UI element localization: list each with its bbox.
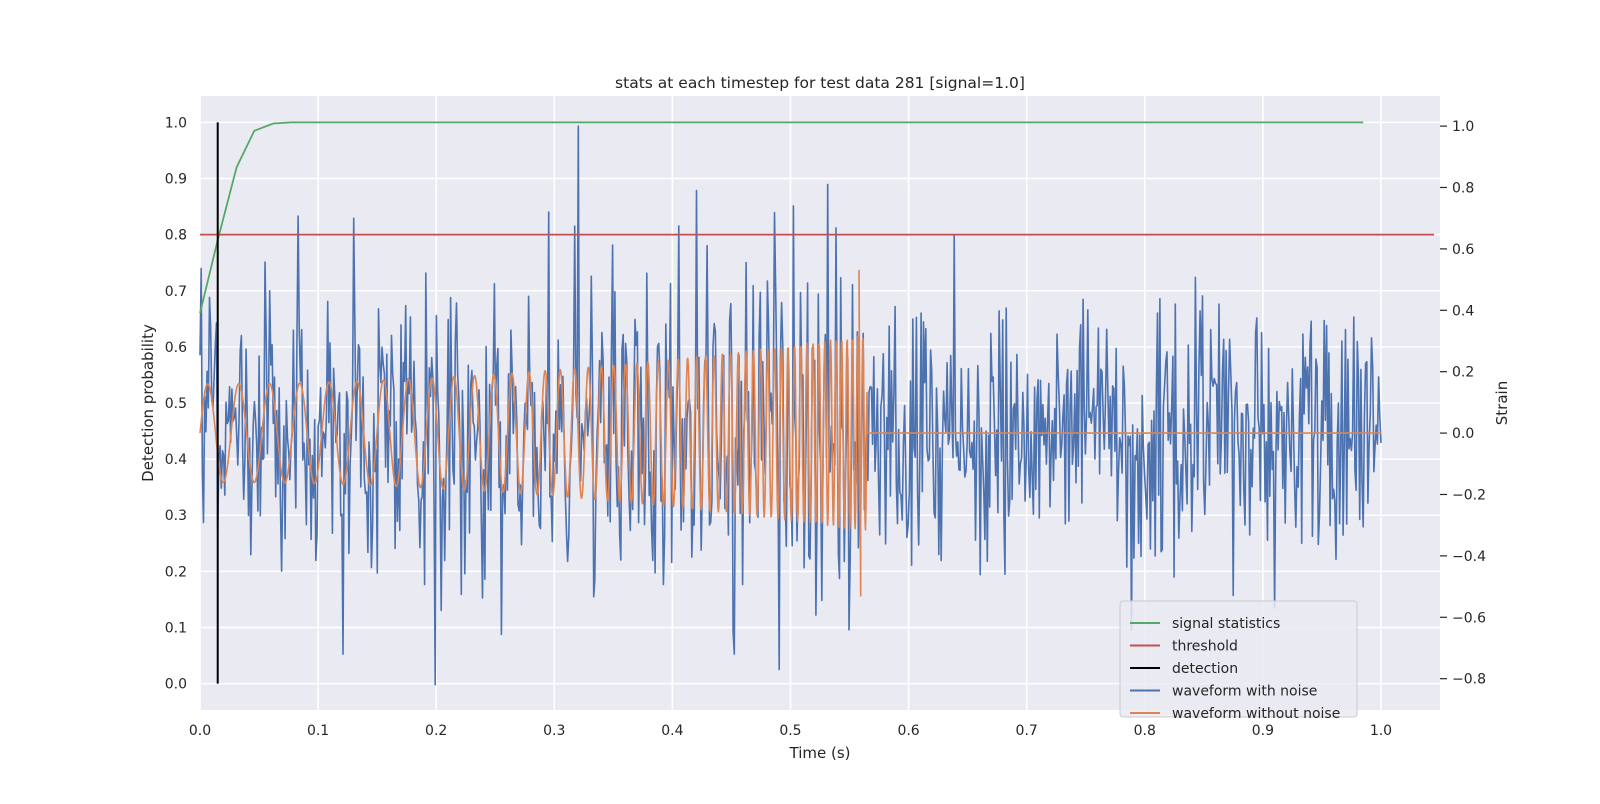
y-tick-label: 0.6 — [165, 340, 187, 356]
data-layer — [199, 121, 1435, 686]
y-tick-label: 0.4 — [165, 452, 187, 468]
y-tick-label: 0.0 — [165, 677, 187, 693]
x-tick-label: 0.7 — [1016, 723, 1038, 739]
y-tick-label: 1.0 — [165, 115, 187, 131]
tick-layer: 0.0 0.1 0.2 0.3 0.4 0.5 0.6 0.7 0.8 0.9 1.0 0.0 0.1 0… — [165, 115, 1486, 739]
y-tick-label: 0.7 — [165, 284, 187, 300]
y2-tick-label: 0.8 — [1452, 180, 1474, 196]
signal-statistics-line — [199, 121, 1364, 314]
y2-tick-label: 0.4 — [1452, 303, 1474, 319]
waveform-without-noise-line — [199, 269, 1382, 597]
x-axis-label: Time (s) — [789, 744, 851, 762]
y2-tick-label: −0.2 — [1452, 487, 1486, 503]
y2-tick-label: 0.6 — [1452, 242, 1474, 258]
y-tick-label: 0.3 — [165, 508, 187, 524]
y-tick-label: 0.5 — [165, 396, 187, 412]
legend-label-signal-statistics: signal statistics — [1172, 616, 1280, 632]
x-tick-label: 0.8 — [1134, 723, 1156, 739]
x-tick-label: 0.5 — [779, 723, 801, 739]
y-tick-label: 0.2 — [165, 564, 187, 580]
y2-axis-label: Strain — [1493, 381, 1511, 425]
y-tick-label: 0.1 — [165, 620, 187, 636]
y-tick-label: 0.9 — [165, 172, 187, 188]
x-tick-label: 0.4 — [661, 723, 683, 739]
legend-label-waveform-without-noise: waveform without noise — [1172, 706, 1340, 722]
y2-tick-label: −0.6 — [1452, 610, 1486, 626]
y-tick-label: 0.8 — [165, 228, 187, 244]
x-tick-label: 0.9 — [1252, 723, 1274, 739]
y2-tick-label: −0.4 — [1452, 549, 1486, 565]
x-tick-label: 0.1 — [307, 723, 329, 739]
y2-tick-label: 0.2 — [1452, 365, 1474, 381]
legend-label-waveform-with-noise: waveform with noise — [1172, 684, 1317, 700]
chart-title: stats at each timestep for test data 281… — [615, 74, 1025, 92]
x-tick-label: 0.3 — [543, 723, 565, 739]
y2-tick-label: 1.0 — [1452, 119, 1474, 135]
x-tick-label: 0.2 — [425, 723, 447, 739]
legend-label-detection: detection — [1172, 661, 1238, 677]
legend: signal statistics threshold detection wavef… — [1119, 600, 1358, 722]
legend-label-threshold: threshold — [1172, 639, 1238, 655]
y-axis-label: Detection probability — [139, 324, 157, 482]
x-tick-label: 1.0 — [1370, 723, 1392, 739]
y2-tick-label: −0.8 — [1452, 672, 1486, 688]
legend-box — [1119, 600, 1358, 718]
x-tick-label: 0.0 — [189, 723, 211, 739]
x-tick-label: 0.6 — [897, 723, 919, 739]
y2-tick-label: 0.0 — [1452, 426, 1474, 442]
